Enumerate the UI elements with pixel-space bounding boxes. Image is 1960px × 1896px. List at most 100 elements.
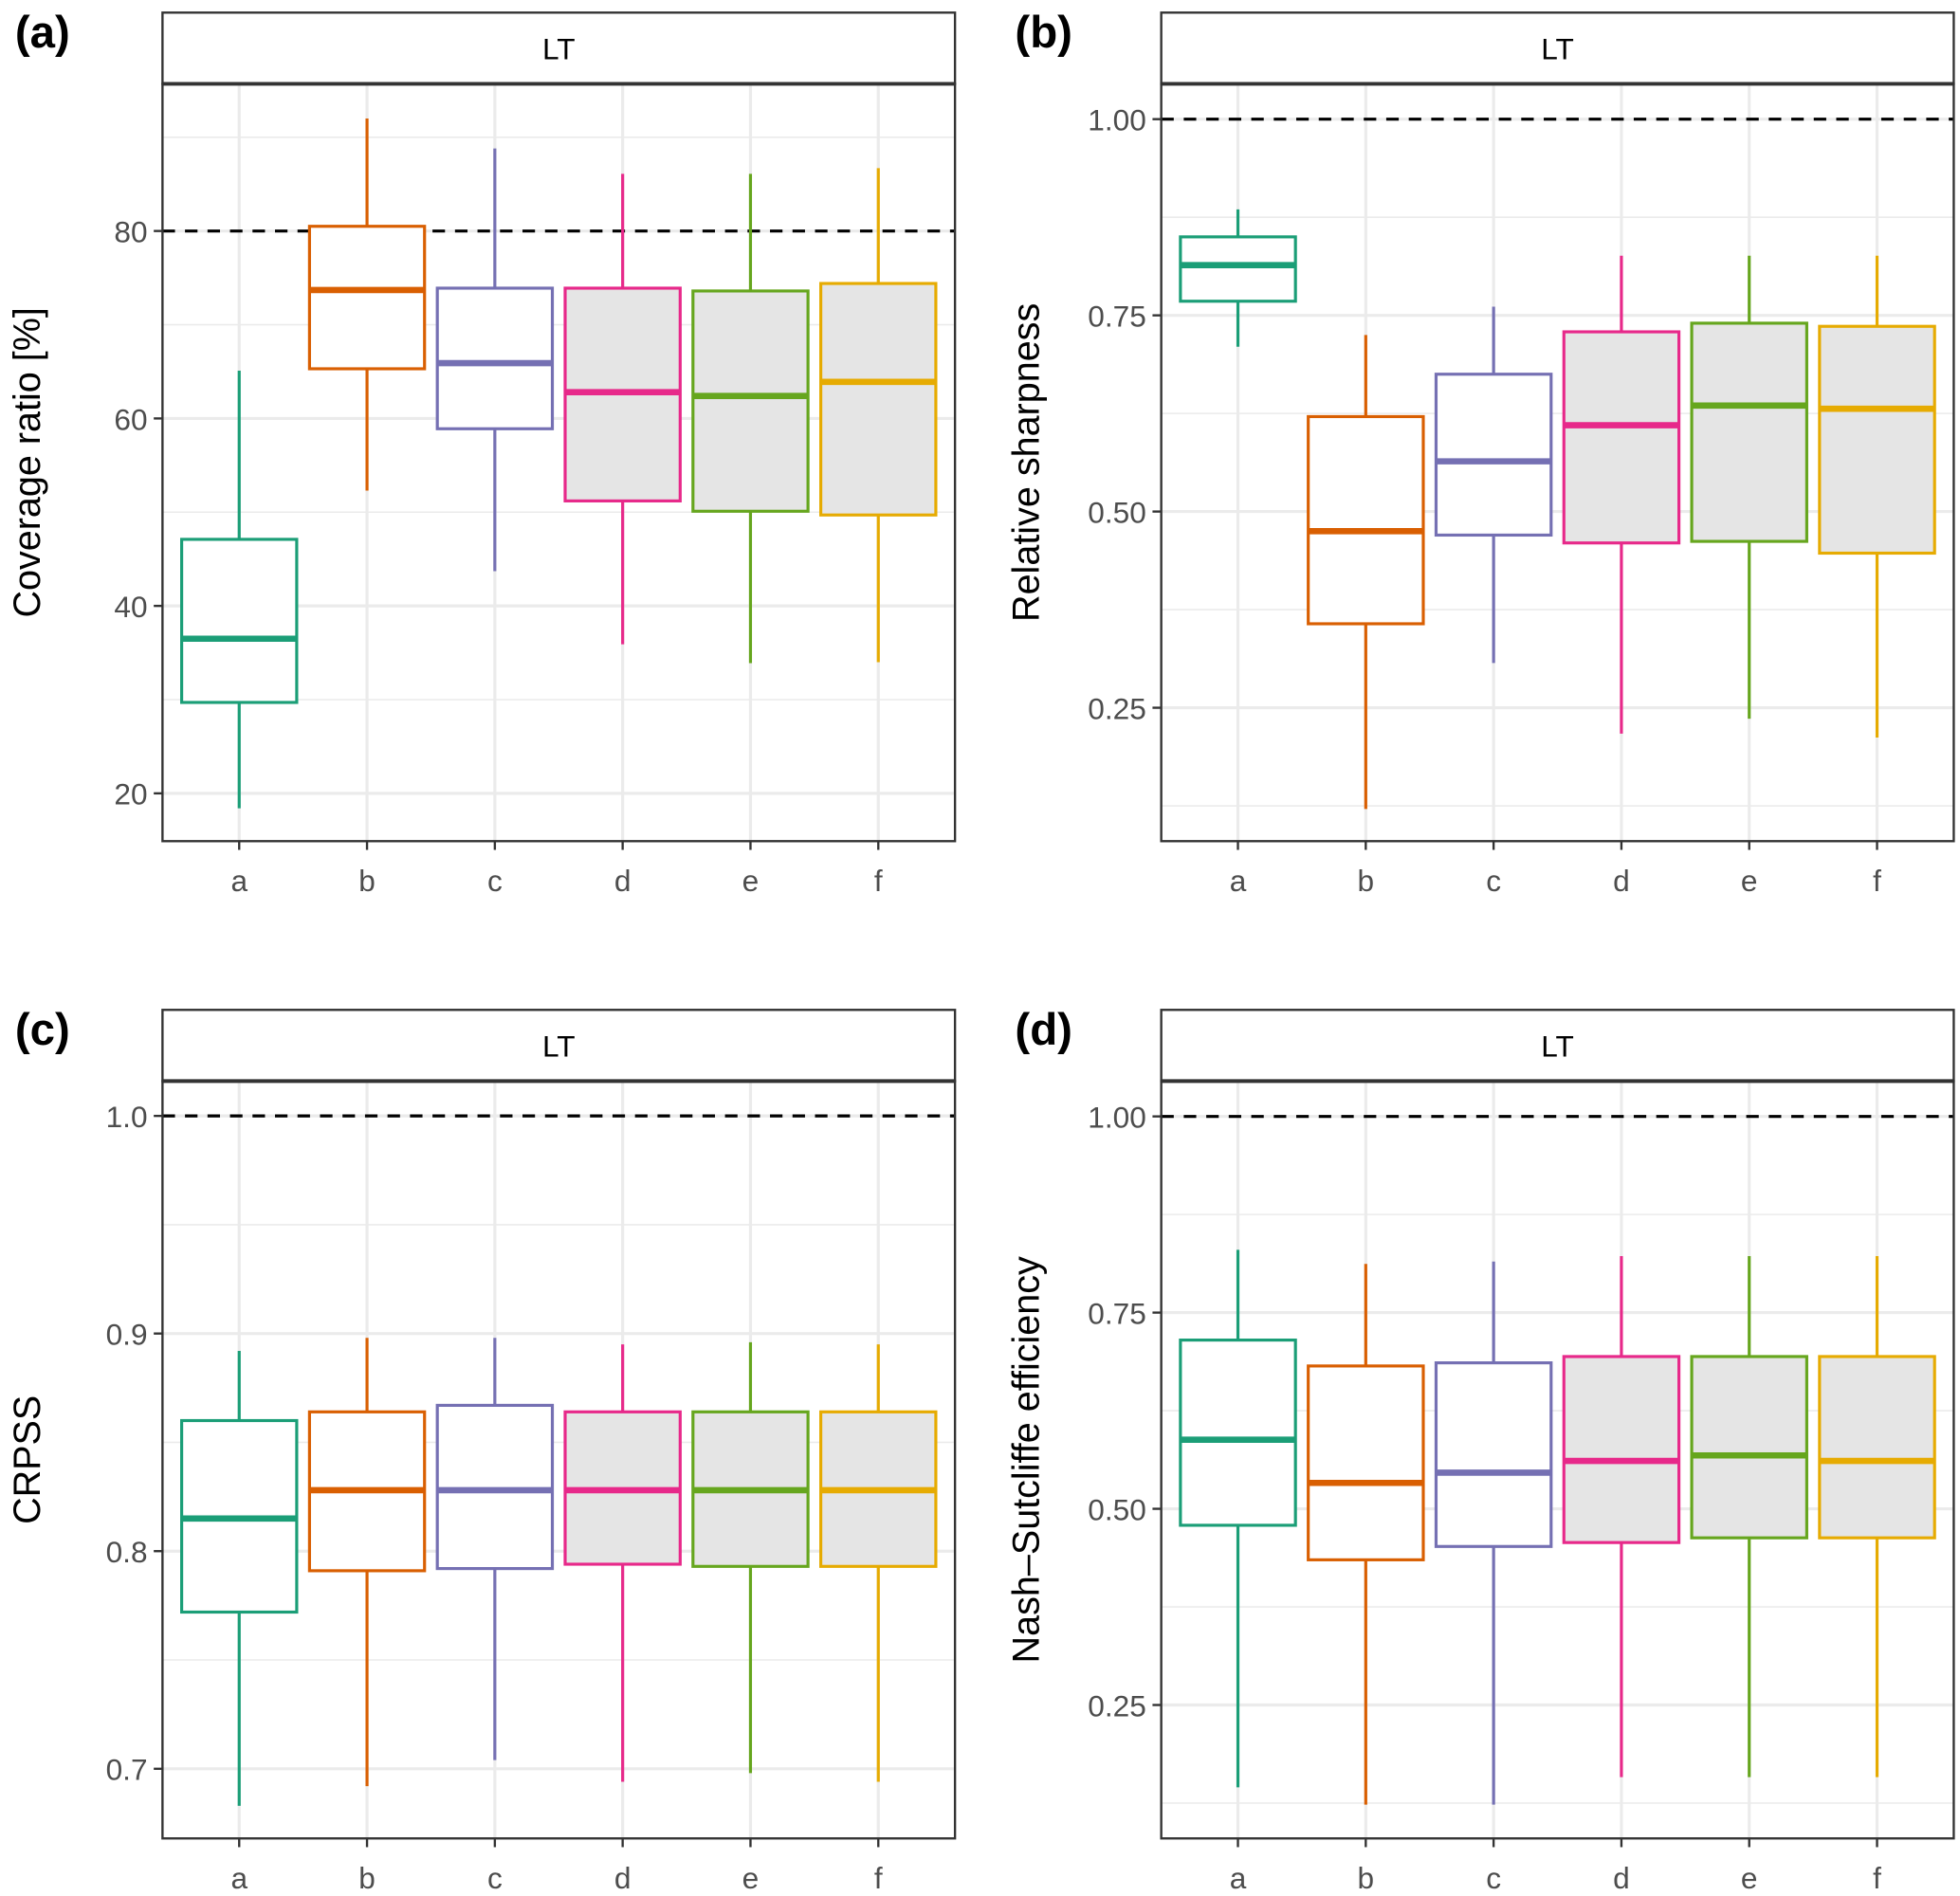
x-tick-label: c <box>487 864 503 898</box>
x-tick-label: d <box>1613 1861 1630 1895</box>
y-tick-label: 1.00 <box>1088 1101 1146 1135</box>
box-d <box>563 173 682 645</box>
box-iqr <box>1818 1355 1936 1540</box>
box-e <box>1690 255 1808 720</box>
box-e <box>691 1341 810 1774</box>
y-axis-title: Relative sharpness <box>1005 303 1047 622</box>
y-axis-title: Coverage ratio [%] <box>7 307 48 617</box>
x-tick-label: c <box>1486 1861 1501 1895</box>
box-iqr <box>1179 1338 1297 1527</box>
panel-label: (d) <box>1015 1005 1072 1055</box>
box-c <box>435 148 555 572</box>
panel-label: (a) <box>15 8 70 58</box>
panel-a: LT 20 40 60 80 a b c d e f Coverage ratio [%] (a) <box>7 8 957 898</box>
box-e <box>1690 1255 1808 1778</box>
facet-strip-label: LT <box>542 1030 576 1064</box>
box-d <box>563 1344 682 1782</box>
x-tick-label: f <box>874 864 883 898</box>
box-b <box>1307 335 1425 810</box>
box-iqr <box>1307 1364 1425 1561</box>
y-tick-label: 1.00 <box>1088 103 1146 137</box>
panel-label: (b) <box>1015 8 1072 58</box>
box-a <box>1179 1249 1297 1788</box>
box-d <box>1562 255 1681 734</box>
box-iqr <box>1562 330 1681 545</box>
y-tick-label: 0.25 <box>1088 691 1146 725</box>
facet-strip <box>1160 1009 1955 1083</box>
x-tick-label: e <box>742 864 760 898</box>
y-tick-label: 40 <box>114 590 147 624</box>
box-c <box>1434 306 1553 664</box>
box-iqr <box>1690 321 1808 543</box>
x-tick-label: f <box>1873 1861 1881 1895</box>
y-tick-label: 0.9 <box>106 1318 148 1352</box>
x-tick-label: e <box>1741 864 1758 898</box>
box-iqr <box>1307 414 1425 626</box>
y-tick-label: 0.7 <box>106 1753 148 1787</box>
box-iqr <box>180 538 299 704</box>
y-tick-label: 0.25 <box>1088 1688 1146 1723</box>
x-tick-label: f <box>874 1861 883 1895</box>
x-tick-label: c <box>1486 864 1501 898</box>
y-tick-label: 80 <box>114 215 147 249</box>
y-tick-label: 0.50 <box>1088 1492 1146 1526</box>
panel-b: LT 0.25 0.50 0.75 1.00 a b c d e f Relative sharpne… <box>1005 8 1955 898</box>
facet-strip-label: LT <box>1541 1030 1574 1064</box>
box-iqr <box>1562 1355 1681 1544</box>
y-tick-label: 0.8 <box>106 1535 148 1569</box>
y-tick-label: 1.0 <box>106 1100 148 1134</box>
facet-strip-label: LT <box>1541 32 1574 66</box>
y-axis-title: Nash–Sutcliffe efficiency <box>1005 1256 1047 1663</box>
x-tick-label: b <box>1358 864 1375 898</box>
panel-d: LT 0.25 0.50 0.75 1.00 a b c d e f Nash–Sutcliffe e… <box>1005 1005 1955 1895</box>
box-b <box>1307 1264 1425 1805</box>
x-tick-label: b <box>1358 1861 1375 1895</box>
box-c <box>1434 1261 1553 1805</box>
y-tick-label: 60 <box>114 402 147 436</box>
y-tick-label: 0.75 <box>1088 300 1146 334</box>
box-iqr <box>435 1403 555 1571</box>
box-iqr <box>1434 373 1553 538</box>
y-tick-label: 0.50 <box>1088 495 1146 529</box>
box-d <box>1562 1255 1681 1778</box>
x-tick-label: a <box>230 1861 247 1895</box>
facet-strip <box>1160 11 1955 85</box>
box-f <box>1818 255 1936 738</box>
box-a <box>1179 209 1297 347</box>
box-a <box>180 1351 299 1806</box>
box-iqr <box>1179 235 1297 303</box>
facet-strip <box>161 1009 957 1083</box>
x-tick-label: b <box>358 1861 376 1895</box>
box-b <box>307 1338 427 1787</box>
box-c <box>435 1338 555 1760</box>
box-e <box>691 173 810 664</box>
panel-label: (c) <box>15 1005 70 1055</box>
box-iqr <box>1818 324 1936 556</box>
x-tick-label: a <box>1230 1861 1247 1895</box>
box-iqr <box>1434 1361 1553 1548</box>
x-tick-label: c <box>487 1861 503 1895</box>
x-tick-label: e <box>1741 1861 1758 1895</box>
box-iqr <box>435 286 555 430</box>
panel-c: LT 0.7 0.8 0.9 1.0 a b c d e f CRPSS (c) <box>7 1005 957 1895</box>
box-f <box>819 168 938 663</box>
box-iqr <box>819 282 938 517</box>
x-tick-label: d <box>614 864 632 898</box>
box-f <box>1818 1255 1936 1778</box>
x-tick-label: e <box>742 1861 760 1895</box>
box-a <box>180 370 299 809</box>
y-tick-label: 0.75 <box>1088 1296 1146 1330</box>
x-tick-label: f <box>1873 864 1881 898</box>
x-tick-label: a <box>230 864 247 898</box>
facet-strip-label: LT <box>542 32 576 66</box>
box-iqr <box>1690 1355 1808 1540</box>
x-tick-label: a <box>1230 864 1247 898</box>
x-tick-label: b <box>358 864 376 898</box>
y-axis-title: CRPSS <box>7 1395 48 1524</box>
box-b <box>307 118 427 491</box>
box-f <box>819 1344 938 1782</box>
x-tick-label: d <box>614 1861 632 1895</box>
box-iqr <box>691 289 810 513</box>
y-tick-label: 20 <box>114 777 147 811</box>
